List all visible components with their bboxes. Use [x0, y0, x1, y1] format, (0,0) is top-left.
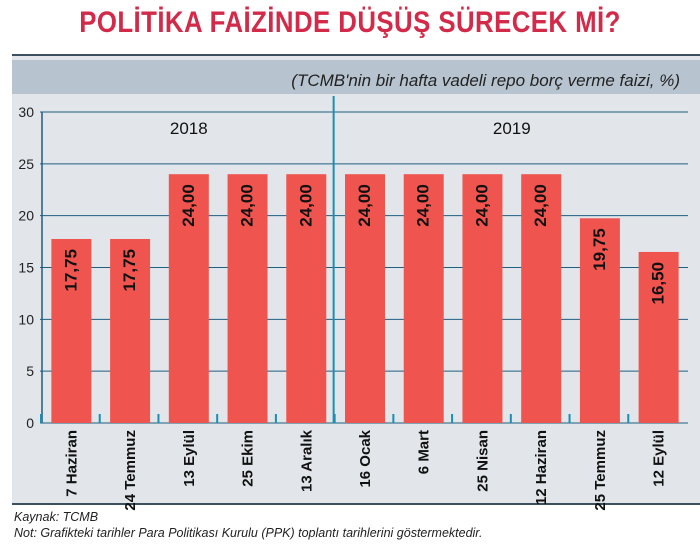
y-tick-label: 20: [18, 208, 34, 224]
value-label: 17,75: [120, 249, 139, 292]
x-tick-label: 13 Eylül: [181, 430, 198, 487]
bar: [51, 238, 92, 423]
value-label: 19,75: [590, 228, 609, 271]
value-label: 24,00: [238, 184, 257, 227]
year-label: 2018: [170, 119, 208, 138]
y-tick-label: 10: [18, 311, 34, 327]
base-tick: [40, 414, 42, 423]
base-tick: [627, 414, 630, 423]
year-label: 2019: [493, 119, 531, 138]
bar: [168, 174, 209, 423]
value-label: 24,00: [355, 184, 374, 227]
value-label: 24,00: [414, 184, 433, 227]
y-tick-label: 30: [18, 104, 34, 120]
value-label: 24,00: [179, 184, 198, 227]
x-tick-label: 12 Haziran: [533, 430, 550, 505]
base-tick: [509, 414, 512, 423]
value-label: 17,75: [61, 249, 80, 292]
top-rule: [12, 54, 700, 56]
bar: [403, 174, 444, 423]
base-tick: [98, 414, 101, 423]
x-tick-label: 6 Mart: [416, 430, 433, 474]
bar: [462, 174, 503, 423]
value-label: 24,00: [296, 184, 315, 227]
base-tick: [451, 414, 454, 423]
bar: [110, 238, 151, 423]
footnote: Not: Grafikteki tarihler Para Politikası…: [14, 526, 483, 540]
y-tick-label: 15: [18, 260, 34, 276]
bottom-rule: [12, 503, 700, 505]
x-tick-label: 7 Haziran: [63, 430, 80, 497]
base-tick: [157, 414, 160, 423]
y-tick-label: 0: [26, 415, 34, 431]
value-label: 24,00: [472, 184, 491, 227]
x-tick-label: 24 Temmuz: [122, 430, 139, 511]
chart-title: POLİTİKA FAİZİNDE DÜŞÜŞ SÜRECEK Mİ?: [79, 6, 621, 39]
source-note: Kaynak: TCMB: [14, 510, 99, 524]
x-tick-label: 25 Ekim: [240, 430, 257, 487]
bar: [345, 174, 385, 423]
bar: [638, 251, 679, 423]
x-tick-label: 12 Eylül: [651, 430, 668, 487]
base-tick: [216, 414, 219, 423]
y-tick-label: 5: [26, 363, 34, 379]
x-tick-label: 25 Nisan: [474, 430, 491, 492]
value-label: 24,00: [531, 184, 550, 227]
x-tick-label: 16 Ocak: [357, 429, 374, 487]
chart-subtitle: (TCMB'nin bir hafta vadeli repo borç ver…: [291, 71, 680, 90]
bar: [521, 174, 562, 423]
base-tick: [568, 414, 571, 423]
bar: [286, 174, 327, 423]
bar: [227, 174, 268, 423]
value-label: 16,50: [649, 262, 668, 305]
y-tick-label: 25: [18, 156, 34, 172]
x-tick-label: 25 Temmuz: [592, 430, 609, 511]
bar: [579, 218, 620, 423]
subtitle-band: [12, 60, 700, 94]
base-tick: [274, 414, 277, 423]
base-tick: [392, 414, 395, 423]
x-tick-label: 13 Aralık: [298, 429, 315, 492]
